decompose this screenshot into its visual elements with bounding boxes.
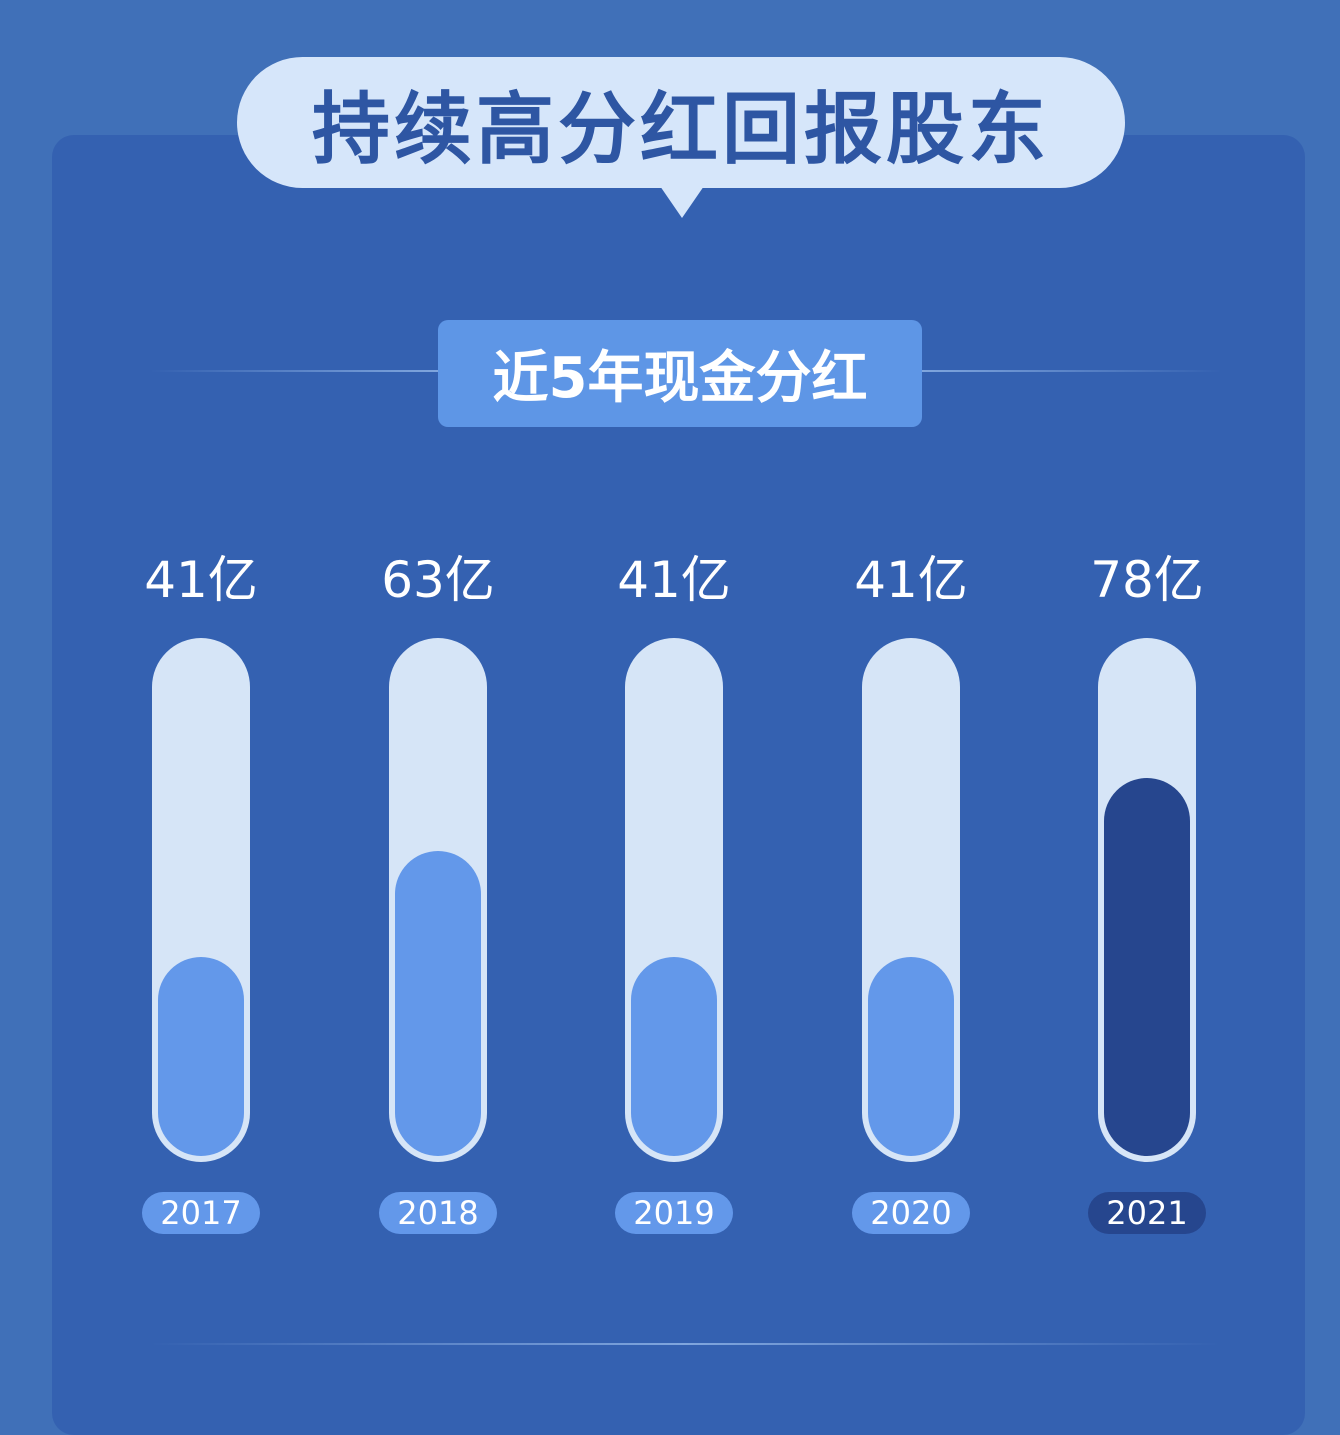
bar-2018 — [395, 851, 481, 1156]
value-label-2020: 41亿 — [854, 551, 968, 609]
year-label-2017: 2017 — [142, 1192, 260, 1234]
bar-track-2020 — [862, 638, 960, 1162]
bar-2017 — [158, 957, 244, 1156]
bar-2020 — [868, 957, 954, 1156]
bar-track-2019 — [625, 638, 723, 1162]
bar-2019 — [631, 957, 717, 1156]
year-label-2019: 2019 — [615, 1192, 733, 1234]
value-label-2018: 63亿 — [381, 551, 495, 609]
bottom-divider — [150, 1343, 1220, 1345]
year-label-2020: 2020 — [852, 1192, 970, 1234]
year-label-2021: 2021 — [1088, 1192, 1206, 1234]
bar-track-2018 — [389, 638, 487, 1162]
title-bubble: 持续高分红回报股东 — [237, 57, 1125, 188]
subtitle-divider-right — [922, 370, 1222, 372]
bar-2021 — [1104, 778, 1190, 1156]
subtitle-divider-left — [150, 370, 438, 372]
chart-subtitle: 近5年现金分红 — [438, 320, 922, 427]
bar-track-2017 — [152, 638, 250, 1162]
year-label-2018: 2018 — [379, 1192, 497, 1234]
value-label-2019: 41亿 — [617, 551, 731, 609]
bubble-tail — [660, 186, 704, 218]
value-label-2017: 41亿 — [144, 551, 258, 609]
value-label-2021: 78亿 — [1090, 551, 1204, 609]
bar-track-2021 — [1098, 638, 1196, 1162]
page-title: 持续高分红回报股东 — [311, 84, 1050, 175]
